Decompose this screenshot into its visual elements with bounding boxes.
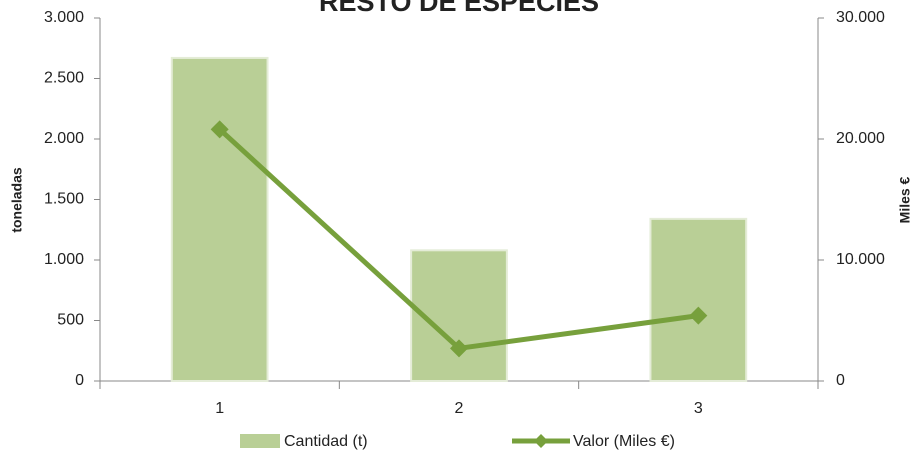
y2-tick-label: 10.000 [836,251,885,268]
y2-tick-label: 30.000 [836,9,885,26]
y2-tick-label: 0 [836,372,845,389]
y-tick-label: 2.000 [44,130,84,147]
y-axis-title: toneladas [9,167,25,233]
legend-label: Valor (Miles €) [573,433,675,450]
y-tick-label: 1.500 [44,191,84,208]
chart-title: RESTO DE ESPECIES [319,0,599,17]
y-tick-label: 500 [57,312,84,329]
y-tick-label: 1.000 [44,251,84,268]
bar [649,217,748,382]
bar [410,249,508,382]
y-tick-label: 3.000 [44,9,84,26]
y2-tick-label: 20.000 [836,130,885,147]
y-tick-label: 0 [75,372,84,389]
x-tick-label: 3 [694,400,703,417]
y2-axis-title: Miles € [897,176,913,223]
legend-marker [534,434,548,448]
x-tick-label: 1 [215,400,224,417]
line-marker [450,339,468,358]
x-tick-label: 2 [455,400,464,417]
line-marker [689,306,708,325]
legend-swatch [240,434,280,448]
legend-label: Cantidad (t) [284,433,368,450]
y-tick-label: 2.500 [44,70,84,87]
line-marker [210,120,229,139]
bar [170,56,269,383]
